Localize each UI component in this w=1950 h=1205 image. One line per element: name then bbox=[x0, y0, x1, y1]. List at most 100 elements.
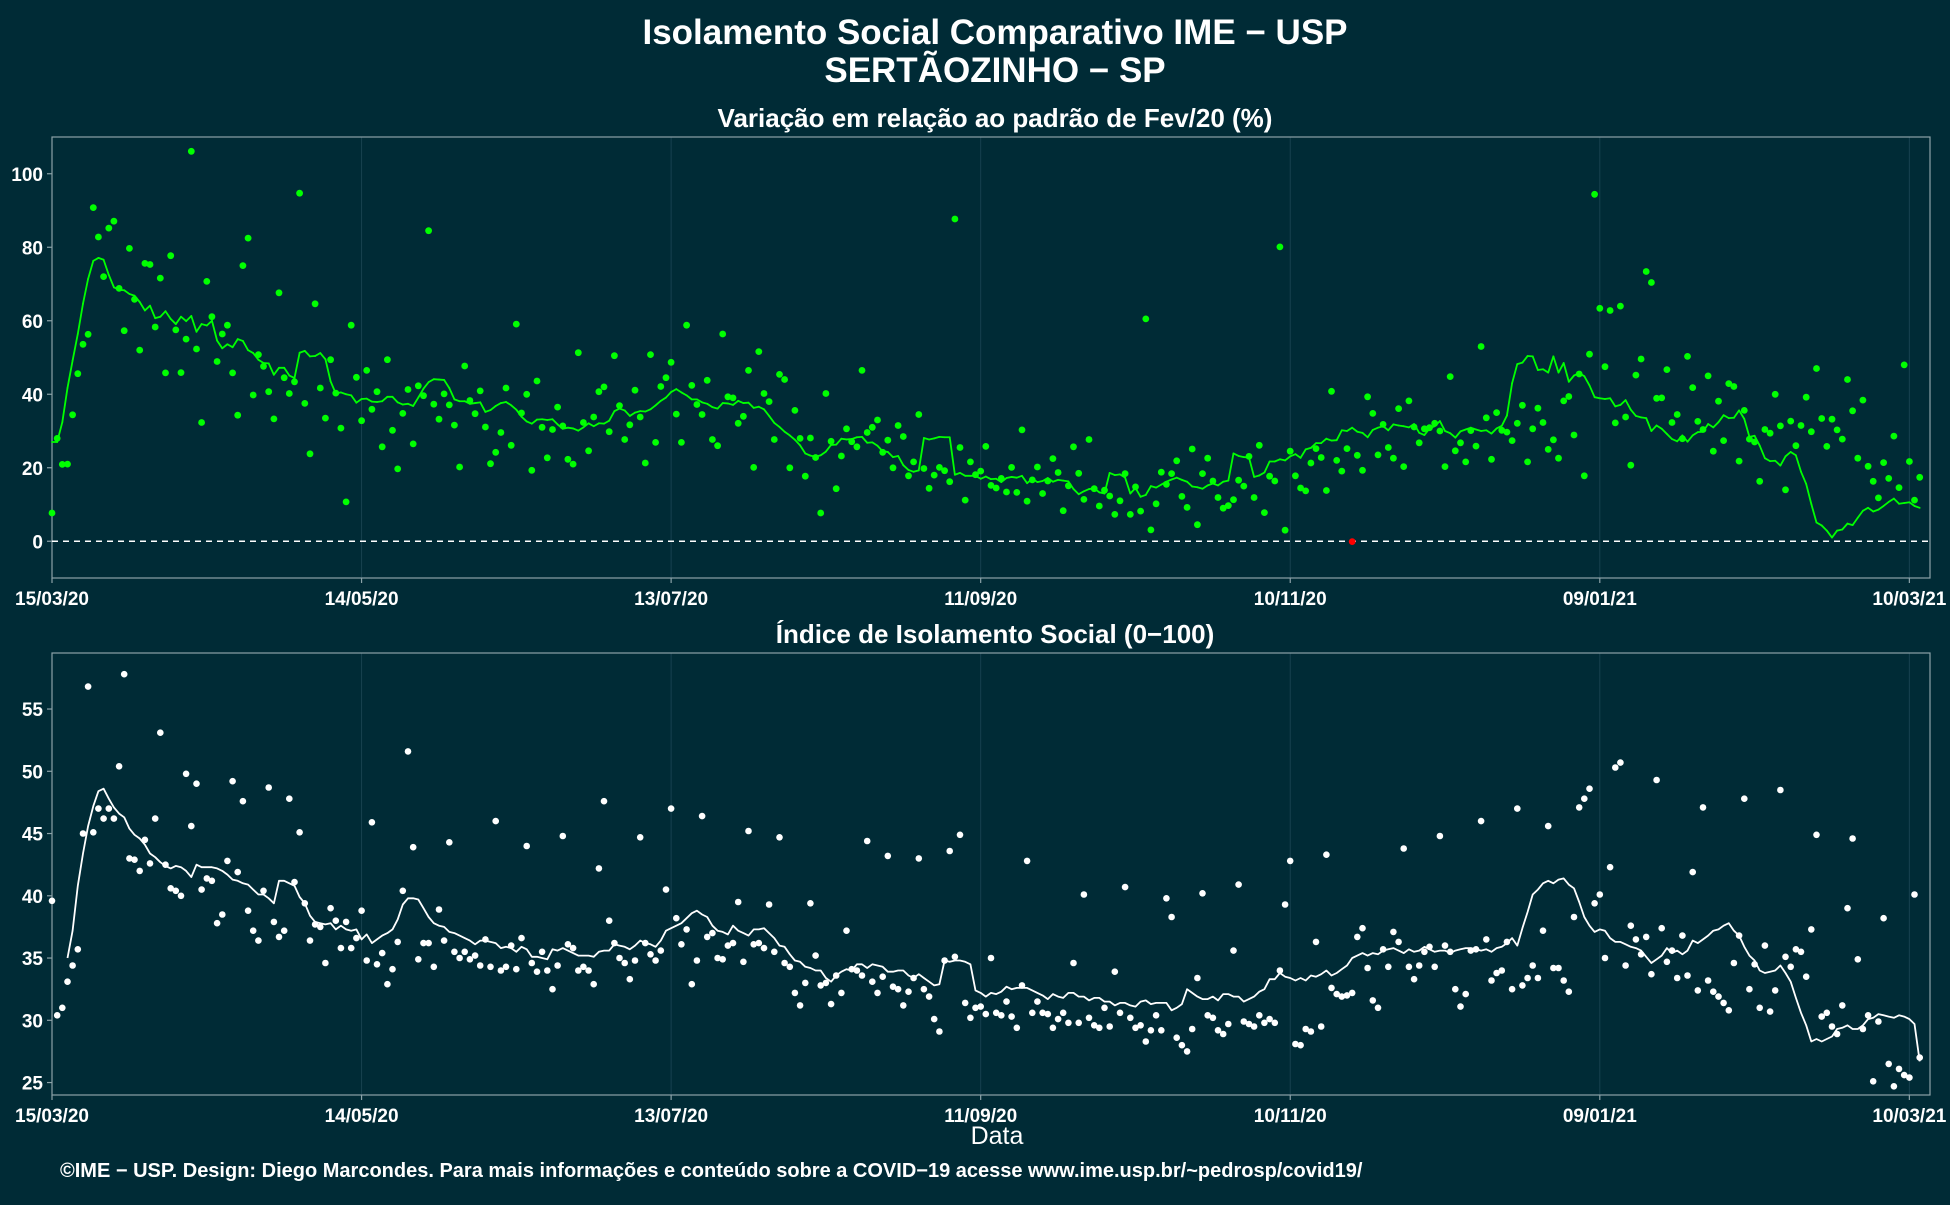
data-point bbox=[1829, 416, 1836, 423]
data-point bbox=[926, 485, 933, 492]
data-point bbox=[1251, 1023, 1258, 1030]
data-point bbox=[363, 957, 370, 964]
data-point bbox=[1369, 410, 1376, 417]
data-point bbox=[1576, 804, 1583, 811]
data-point bbox=[451, 949, 458, 956]
data-point bbox=[1385, 444, 1392, 451]
data-point bbox=[771, 436, 778, 443]
data-point bbox=[389, 427, 396, 434]
data-point bbox=[1756, 478, 1763, 485]
data-point bbox=[1437, 428, 1444, 435]
data-point bbox=[1483, 414, 1490, 421]
data-point bbox=[240, 262, 247, 269]
data-point bbox=[1467, 427, 1474, 434]
data-point bbox=[668, 359, 675, 366]
data-point bbox=[441, 937, 448, 944]
data-point bbox=[1488, 977, 1495, 984]
data-point bbox=[369, 819, 376, 826]
data-point bbox=[570, 461, 577, 468]
data-point bbox=[399, 410, 406, 417]
data-point bbox=[941, 467, 948, 474]
data-point bbox=[663, 374, 670, 381]
data-point bbox=[343, 499, 350, 506]
data-point bbox=[694, 957, 701, 964]
data-point bbox=[652, 957, 659, 964]
data-point bbox=[1050, 455, 1057, 462]
data-point bbox=[121, 327, 128, 334]
y-tick-label: 40 bbox=[22, 385, 43, 406]
data-point bbox=[755, 348, 762, 355]
data-point bbox=[343, 919, 350, 926]
data-point bbox=[405, 748, 412, 755]
data-point bbox=[993, 485, 1000, 492]
data-point bbox=[446, 839, 453, 846]
data-point bbox=[307, 937, 314, 944]
data-point bbox=[1318, 1023, 1325, 1030]
data-point bbox=[1143, 1038, 1150, 1045]
data-point bbox=[1013, 489, 1020, 496]
data-point bbox=[1452, 986, 1459, 993]
data-point bbox=[327, 356, 334, 363]
data-point bbox=[152, 815, 159, 822]
data-point bbox=[245, 235, 252, 242]
data-point bbox=[1823, 443, 1830, 450]
data-point bbox=[1509, 986, 1516, 993]
data-point bbox=[1416, 439, 1423, 446]
data-point bbox=[1736, 458, 1743, 465]
data-point bbox=[1473, 946, 1480, 953]
data-point bbox=[188, 148, 195, 155]
data-point bbox=[425, 227, 432, 234]
data-point bbox=[1720, 437, 1727, 444]
data-point bbox=[792, 990, 799, 997]
data-point bbox=[559, 423, 566, 430]
data-point bbox=[1333, 457, 1340, 464]
data-point bbox=[389, 966, 396, 973]
data-point bbox=[1426, 424, 1433, 431]
data-point bbox=[678, 439, 685, 446]
data-point bbox=[704, 377, 711, 384]
data-point bbox=[890, 464, 897, 471]
data-point bbox=[317, 385, 324, 392]
data-point bbox=[921, 465, 928, 472]
data-point bbox=[1896, 1066, 1903, 1073]
data-point bbox=[771, 949, 778, 956]
data-point bbox=[1674, 411, 1681, 418]
data-point bbox=[1880, 459, 1887, 466]
data-point bbox=[854, 967, 861, 974]
data-point bbox=[1535, 975, 1542, 982]
data-point bbox=[1158, 1027, 1165, 1034]
data-point bbox=[761, 390, 768, 397]
data-point bbox=[673, 915, 680, 922]
x-tick-label: 10/11/20 bbox=[1254, 589, 1327, 610]
data-point bbox=[477, 962, 484, 969]
data-point bbox=[214, 358, 221, 365]
data-point bbox=[1488, 456, 1495, 463]
data-point bbox=[776, 371, 783, 378]
data-point bbox=[1184, 504, 1191, 511]
data-point bbox=[136, 868, 143, 875]
data-point bbox=[905, 988, 912, 995]
data-point bbox=[436, 906, 443, 913]
data-point bbox=[719, 956, 726, 963]
data-point bbox=[1070, 960, 1077, 967]
data-point bbox=[1442, 463, 1449, 470]
data-point bbox=[864, 838, 871, 845]
data-point bbox=[193, 780, 200, 787]
data-point bbox=[214, 920, 221, 927]
data-point bbox=[286, 795, 293, 802]
data-point bbox=[1524, 975, 1531, 982]
data-point bbox=[1643, 934, 1650, 941]
data-point bbox=[1462, 991, 1469, 998]
data-point bbox=[1493, 409, 1500, 416]
data-point bbox=[1158, 469, 1165, 476]
data-point bbox=[482, 424, 489, 431]
data-point bbox=[838, 990, 845, 997]
data-point bbox=[590, 414, 597, 421]
data-point bbox=[374, 388, 381, 395]
data-point bbox=[1292, 472, 1299, 479]
data-point bbox=[1313, 939, 1320, 946]
data-point bbox=[1824, 1010, 1831, 1017]
data-point bbox=[1509, 437, 1516, 444]
data-point bbox=[1111, 511, 1118, 518]
data-point bbox=[1865, 1012, 1872, 1019]
